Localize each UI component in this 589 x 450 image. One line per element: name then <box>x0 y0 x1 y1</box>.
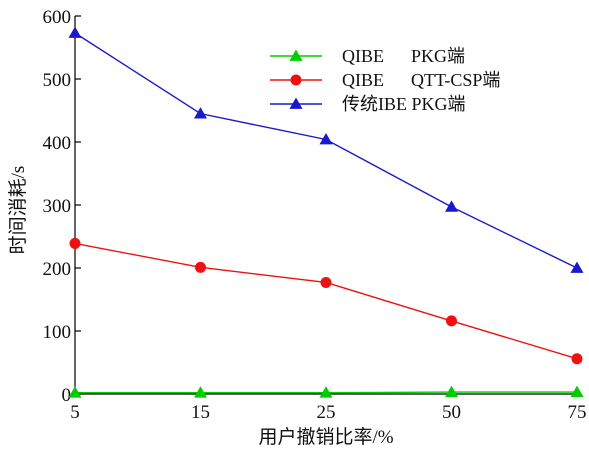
y-tick-label: 500 <box>43 70 72 91</box>
legend-item-1: QIBE QTT-CSP端 <box>270 70 500 90</box>
x-axis-ticks: 5 15 25 50 75 <box>70 388 587 423</box>
y-axis-ticks: 0 100 200 300 400 500 600 <box>43 7 81 406</box>
data-point <box>319 132 333 145</box>
series-layer <box>68 26 584 398</box>
legend-marker <box>290 74 302 86</box>
data-point <box>446 315 457 327</box>
y-tick-label: 0 <box>62 385 72 406</box>
series-2 <box>68 26 584 273</box>
y-axis-title: 时间消耗/s <box>7 166 29 255</box>
legend-label: QIBE PKG端 <box>342 46 465 66</box>
x-tick-label: 25 <box>317 402 336 423</box>
x-tick-label: 75 <box>568 402 587 423</box>
data-point <box>69 237 81 249</box>
legend-label: 传统IBE PKG端 <box>342 94 466 114</box>
data-point <box>319 386 333 398</box>
legend-marker <box>289 97 303 109</box>
series-line <box>74 32 578 269</box>
data-point <box>570 261 584 273</box>
x-axis-title: 用户撤销比率/% <box>258 426 393 448</box>
data-point <box>445 385 458 397</box>
y-tick-label: 300 <box>43 196 72 217</box>
data-point <box>68 26 82 38</box>
x-tick-label: 5 <box>70 402 80 423</box>
data-point <box>194 107 207 119</box>
data-point <box>320 276 332 288</box>
x-tick-label: 50 <box>442 402 461 423</box>
data-point <box>195 261 206 273</box>
series-0 <box>68 385 584 398</box>
legend-item-0: QIBE PKG端 <box>270 46 465 66</box>
data-point <box>194 386 207 398</box>
data-point <box>68 386 82 398</box>
data-point <box>571 353 583 365</box>
plot-area: 0 100 200 300 400 500 600 5 15 25 50 75 <box>43 7 587 423</box>
y-tick-label: 600 <box>43 7 72 28</box>
y-tick-label: 200 <box>43 259 72 280</box>
legend-marker <box>289 49 303 61</box>
data-point <box>570 385 584 397</box>
data-point <box>445 200 458 212</box>
y-tick-label: 400 <box>43 133 72 154</box>
x-tick-label: 15 <box>191 402 210 423</box>
legend-item-2: 传统IBE PKG端 <box>270 94 466 114</box>
legend-label: QIBE QTT-CSP端 <box>342 70 500 90</box>
y-tick-label: 100 <box>43 322 72 343</box>
series-1 <box>69 237 583 365</box>
series-line <box>74 242 578 360</box>
